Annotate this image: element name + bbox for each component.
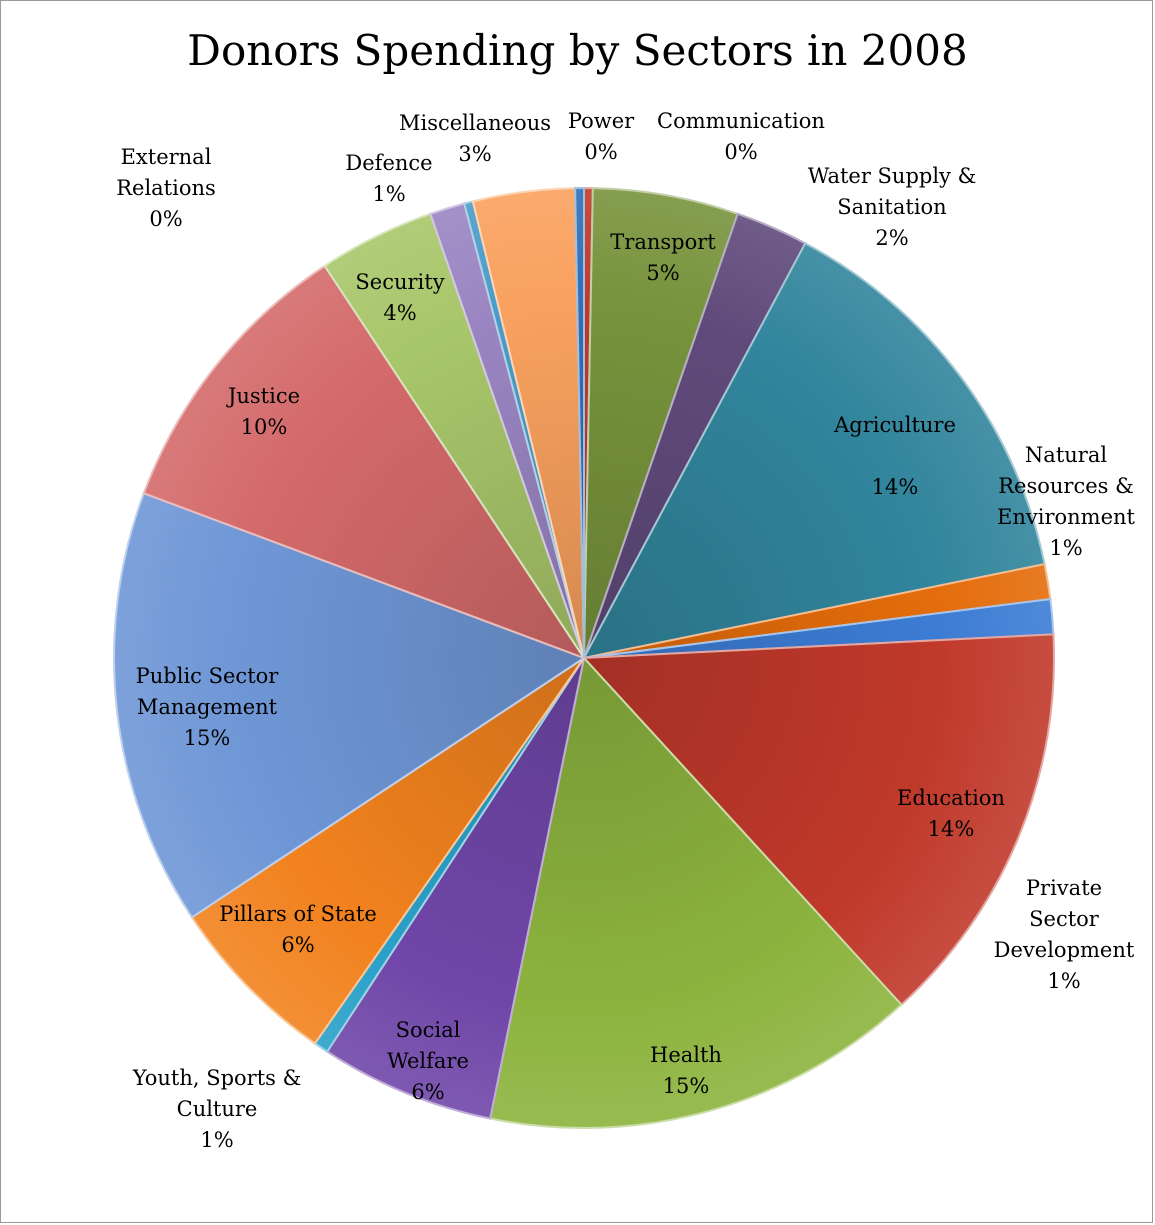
pie-slice-public-sector-management <box>113 491 587 919</box>
slice-label-transport: Transport 5% <box>610 230 716 285</box>
pie-slice-education <box>581 633 1055 1007</box>
slice-label-security: Security 4% <box>355 270 444 325</box>
slice-label-justice: Justice 10% <box>226 384 300 439</box>
slice-label-natural-resources-environment: Natural Resources & Environment 1% <box>997 443 1136 560</box>
pie-slice-transport <box>583 187 739 659</box>
slice-label-youth-sports-culture: Youth, Sports & Culture 1% <box>132 1066 302 1152</box>
slice-label-pillars-of-state: Pillars of State 6% <box>219 902 377 957</box>
slice-label-education: Education 14% <box>897 786 1005 841</box>
chart-title: Donors Spending by Sectors in 2008 <box>187 26 968 75</box>
slice-label-private-sector-development: Private Sector Development 1% <box>994 876 1135 993</box>
pie-slice-communication <box>574 186 585 659</box>
pie-slice-health <box>488 655 903 1129</box>
pie-slice-agriculture <box>582 241 1046 660</box>
slice-label-water-supply-sanitation: Water Supply & Sanitation 2% <box>808 164 977 250</box>
slice-label-external-relations: External Relations 0% <box>116 145 216 231</box>
slice-label-health: Health 15% <box>650 1043 722 1098</box>
slice-label-power: Power 0% <box>568 109 635 164</box>
pie-slice-pillars-of-state <box>190 657 585 1045</box>
slice-label-defence: Defence 1% <box>345 151 432 206</box>
slice-label-social-welfare: Social Welfare 6% <box>387 1018 469 1104</box>
pie-slice-justice <box>142 264 587 661</box>
pie-labels: Power 0% Transport 5% Water Supply & Sanitati… <box>116 109 1135 1152</box>
slice-label-miscellaneous: Miscellaneous 3% <box>399 111 551 166</box>
pie-slices <box>113 186 1055 1129</box>
slice-label-public-sector-management: Public Sector Management 15% <box>136 664 280 750</box>
slice-label-agriculture: Agriculture 14% <box>833 413 956 499</box>
slice-label-communication: Communication 0% <box>657 109 825 164</box>
pie-slice-social-welfare <box>325 657 585 1120</box>
